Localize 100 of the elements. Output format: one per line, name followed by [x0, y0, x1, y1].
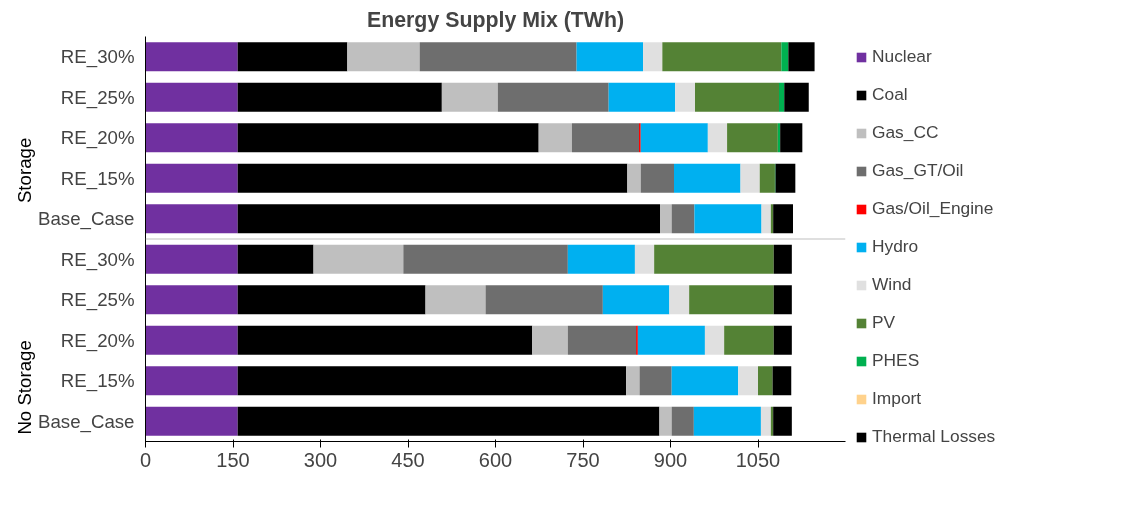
bar: [662, 42, 782, 72]
bar: [145, 123, 238, 153]
bar: [634, 244, 655, 274]
x-tick-label: 150: [216, 448, 250, 471]
bar: [689, 285, 774, 315]
bar: [675, 82, 695, 112]
bar: [759, 163, 775, 193]
legend-label: Gas_CC: [872, 122, 939, 143]
bar: [571, 123, 639, 153]
x-tick-label: 900: [653, 448, 688, 471]
bar: [740, 163, 760, 193]
bar: [237, 406, 660, 436]
bar: [237, 82, 442, 112]
bar: [773, 285, 792, 315]
bar: [640, 163, 674, 193]
legend-label: Gas/Oil_Engine: [872, 198, 994, 219]
bar: [773, 406, 792, 436]
bar: [727, 123, 778, 153]
x-tick-label: 450: [391, 448, 425, 471]
legend-label: Gas_GT/Oil: [872, 160, 964, 181]
x-tick-label: 0: [139, 448, 152, 471]
bar: [671, 366, 739, 396]
y-tick-label: RE_15%: [60, 370, 135, 393]
bar: [707, 123, 728, 153]
y-tick-label: RE_15%: [60, 167, 135, 190]
bar: [419, 42, 577, 72]
bar: [626, 366, 640, 396]
text: No Storage: [14, 340, 35, 435]
x-tick-label: 300: [303, 448, 338, 471]
bar: [760, 406, 771, 436]
bar: [773, 204, 793, 234]
bar: [659, 406, 672, 436]
bar: [145, 285, 238, 315]
bar: [237, 325, 533, 355]
bar: [643, 42, 663, 72]
bar: [145, 42, 238, 72]
bar: [788, 42, 815, 72]
bar: [237, 244, 314, 274]
legend-label: Wind: [872, 274, 912, 295]
x-tick-label: 750: [566, 448, 600, 471]
bar: [576, 42, 644, 72]
bar: [704, 325, 725, 355]
bar: [775, 163, 796, 193]
bar: [347, 42, 420, 72]
bar: [532, 325, 568, 355]
bar: [693, 406, 761, 436]
bar: [640, 123, 708, 153]
bar: [773, 325, 792, 355]
bar: [773, 244, 792, 274]
bar: [608, 82, 676, 112]
y-tick-label: Base_Case: [38, 208, 135, 231]
bar: [637, 325, 705, 355]
y-tick-label: RE_30%: [60, 46, 135, 69]
bar: [145, 82, 238, 112]
bar: [674, 163, 741, 193]
bar: [237, 163, 628, 193]
y-tick-label: Base_Case: [38, 410, 135, 433]
bar: [602, 285, 670, 315]
y-tick-label: RE_20%: [60, 127, 135, 150]
bar: [724, 325, 774, 355]
bar: [425, 285, 486, 315]
bar: [671, 204, 695, 234]
bar: [738, 366, 758, 396]
y-tick-label: RE_25%: [60, 86, 135, 109]
x-tick-label: 600: [478, 448, 513, 471]
bar: [781, 42, 789, 72]
bar: [237, 285, 426, 315]
bar: [660, 204, 672, 234]
bar: [497, 82, 609, 112]
bar: [694, 204, 762, 234]
bar: [627, 163, 641, 193]
bar: [403, 244, 568, 274]
bar: [669, 285, 690, 315]
legend-label: Import: [872, 388, 922, 409]
bar: [758, 366, 773, 396]
bar: [441, 82, 498, 112]
bar: [145, 406, 238, 436]
bar: [695, 82, 779, 112]
bar: [567, 244, 635, 274]
y-tick-label: RE_30%: [60, 248, 135, 271]
bar: [237, 366, 627, 396]
bar: [145, 325, 238, 355]
y-tick-label: RE_20%: [60, 329, 135, 352]
bar: [784, 82, 809, 112]
bar: [237, 204, 660, 234]
bar: [780, 123, 803, 153]
legend-label: Coal: [872, 84, 908, 105]
bar: [772, 366, 792, 396]
bar: [761, 204, 771, 234]
chart-title: Energy Supply Mix (TWh): [366, 7, 625, 32]
legend-label: PHES: [872, 350, 920, 371]
bar: [671, 406, 694, 436]
bar: [538, 123, 572, 153]
bar: [639, 366, 672, 396]
legend-label: Hydro: [872, 236, 919, 257]
bar: [485, 285, 603, 315]
bar: [145, 244, 238, 274]
bar: [145, 163, 238, 193]
bar: [237, 42, 348, 72]
legend-label: Nuclear: [872, 46, 932, 67]
